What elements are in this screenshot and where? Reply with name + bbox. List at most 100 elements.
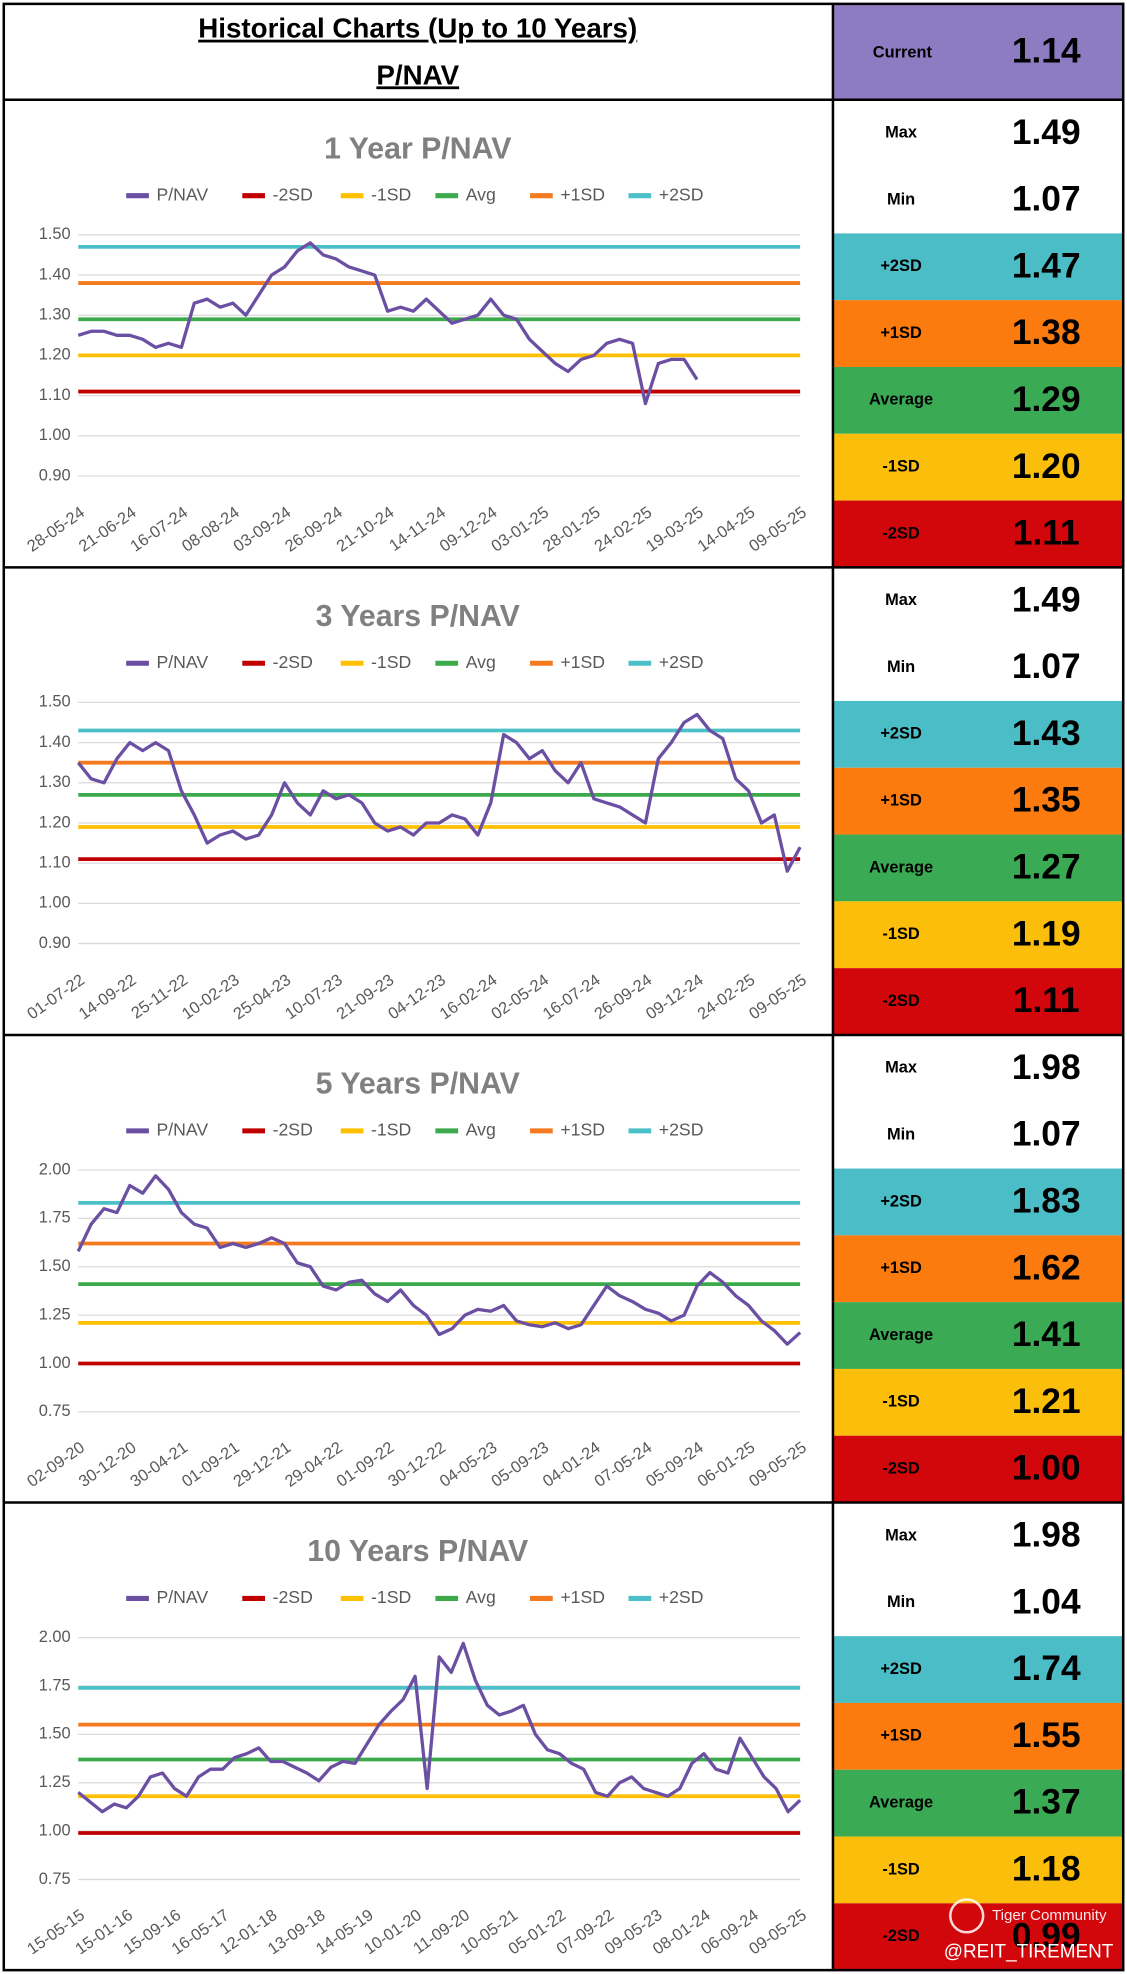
stat-value: 1.19 (1012, 914, 1081, 953)
y-tick-label: 1.00 (39, 426, 71, 444)
stat-cell (832, 99, 1124, 167)
stat-label: +2SD (880, 257, 922, 275)
data-line (77, 241, 699, 406)
stat-cell (832, 1368, 1124, 1436)
stat-label: -2SD (882, 992, 920, 1010)
stat-value: 1.37 (1012, 1783, 1081, 1822)
y-tick-label: 1.50 (39, 1257, 71, 1275)
legend-label: -1SD (371, 1120, 411, 1140)
stat-value: 1.83 (1012, 1182, 1081, 1221)
chart-title: 1 Year P/NAV (324, 132, 511, 165)
chart-title: 10 Years P/NAV (307, 1535, 528, 1568)
stat-cell (832, 233, 1124, 301)
legend-label: -1SD (371, 652, 411, 672)
legend-label: +1SD (560, 1587, 605, 1607)
stat-label: -1SD (882, 925, 920, 943)
watermark-brand: Tiger Community (992, 1907, 1107, 1924)
watermark-handle: @REIT_TIREMENT (944, 1941, 1114, 1962)
watermark-icon (949, 1898, 985, 1934)
stat-value: 1.21 (1012, 1382, 1081, 1421)
y-tick-label: 1.20 (39, 813, 71, 831)
y-tick-label: 1.75 (39, 1676, 71, 1694)
current-cell (832, 3, 1124, 100)
stat-value: 1.41 (1012, 1315, 1081, 1354)
stat-cell (832, 1101, 1124, 1169)
stat-value: 1.20 (1012, 447, 1081, 486)
stat-cell (832, 1235, 1124, 1303)
stat-value: 1.35 (1012, 781, 1081, 820)
data-line (76, 1174, 802, 1346)
legend-label: +2SD (659, 652, 704, 672)
stat-cell (832, 433, 1124, 501)
current-label: Current (873, 43, 933, 61)
legend-label: -1SD (371, 1587, 411, 1607)
legend-label: Avg (466, 1587, 496, 1607)
legend-label: +2SD (659, 1120, 704, 1140)
stat-cell (832, 634, 1124, 701)
stat-value: 1.98 (1012, 1516, 1081, 1555)
stat-label: -1SD (882, 458, 920, 476)
y-tick-label: 0.75 (39, 1402, 71, 1420)
y-tick-label: 0.75 (39, 1870, 71, 1888)
stat-value: 1.74 (1012, 1649, 1081, 1688)
y-tick-label: 1.50 (39, 225, 71, 243)
y-tick-label: 2.00 (39, 1628, 71, 1646)
stat-label: +2SD (880, 725, 922, 743)
stat-label: Min (887, 1593, 915, 1611)
y-tick-label: 1.40 (39, 733, 71, 751)
stat-value: 1.07 (1012, 1115, 1081, 1154)
y-tick-label: 0.90 (39, 934, 71, 952)
stat-label: Average (869, 858, 933, 876)
stat-value: 1.49 (1012, 113, 1081, 152)
stat-label: Max (885, 1526, 917, 1544)
stat-label: Average (869, 1793, 933, 1811)
y-tick-label: 1.10 (39, 854, 71, 872)
stat-label: -2SD (882, 1927, 920, 1945)
page-title: Historical Charts (Up to 10 Years) (198, 13, 637, 44)
legend-label: Avg (466, 1120, 496, 1140)
y-tick-label: 1.10 (39, 386, 71, 404)
stat-cell (832, 1435, 1124, 1503)
stat-cell (832, 567, 1124, 635)
legend-label: +2SD (659, 184, 704, 204)
stat-value: 1.07 (1012, 647, 1081, 686)
y-tick-label: 1.00 (39, 1354, 71, 1372)
stat-value: 1.38 (1012, 313, 1081, 352)
legend-label: +2SD (659, 1587, 704, 1607)
stat-label: +1SD (880, 791, 922, 809)
stat-label: +2SD (880, 1192, 922, 1210)
stat-label: +2SD (880, 1660, 922, 1678)
stat-value: 0.99 (1012, 1916, 1081, 1955)
legend-label: P/NAV (156, 184, 208, 204)
stat-label: Max (885, 124, 917, 142)
chart-title: 5 Years P/NAV (316, 1067, 520, 1100)
legend-label: -2SD (273, 652, 313, 672)
y-tick-label: 1.00 (39, 894, 71, 912)
data-line (76, 712, 802, 873)
stat-label: +1SD (880, 1259, 922, 1277)
y-tick-label: 1.40 (39, 265, 71, 283)
y-tick-label: 1.30 (39, 306, 71, 324)
stat-value: 1.11 (1013, 514, 1080, 553)
stat-value: 1.47 (1012, 246, 1081, 285)
stat-label: Max (885, 1059, 917, 1077)
y-tick-label: 1.75 (39, 1209, 71, 1227)
stat-cell (832, 366, 1124, 434)
chart-title: 3 Years P/NAV (316, 600, 520, 633)
stat-value: 1.62 (1012, 1248, 1081, 1287)
y-tick-label: 1.50 (39, 693, 71, 711)
stat-label: +1SD (880, 324, 922, 342)
page-subtitle: P/NAV (376, 59, 459, 90)
legend-label: +1SD (560, 1120, 605, 1140)
stat-cell (832, 1302, 1124, 1369)
stat-value: 1.43 (1012, 714, 1081, 753)
stat-label: Min (887, 658, 915, 676)
legend-label: +1SD (560, 652, 605, 672)
watermark: Tiger Community @REIT_TIREMENT (944, 1898, 1114, 1962)
stat-value: 1.98 (1012, 1048, 1081, 1087)
y-tick-label: 1.30 (39, 773, 71, 791)
